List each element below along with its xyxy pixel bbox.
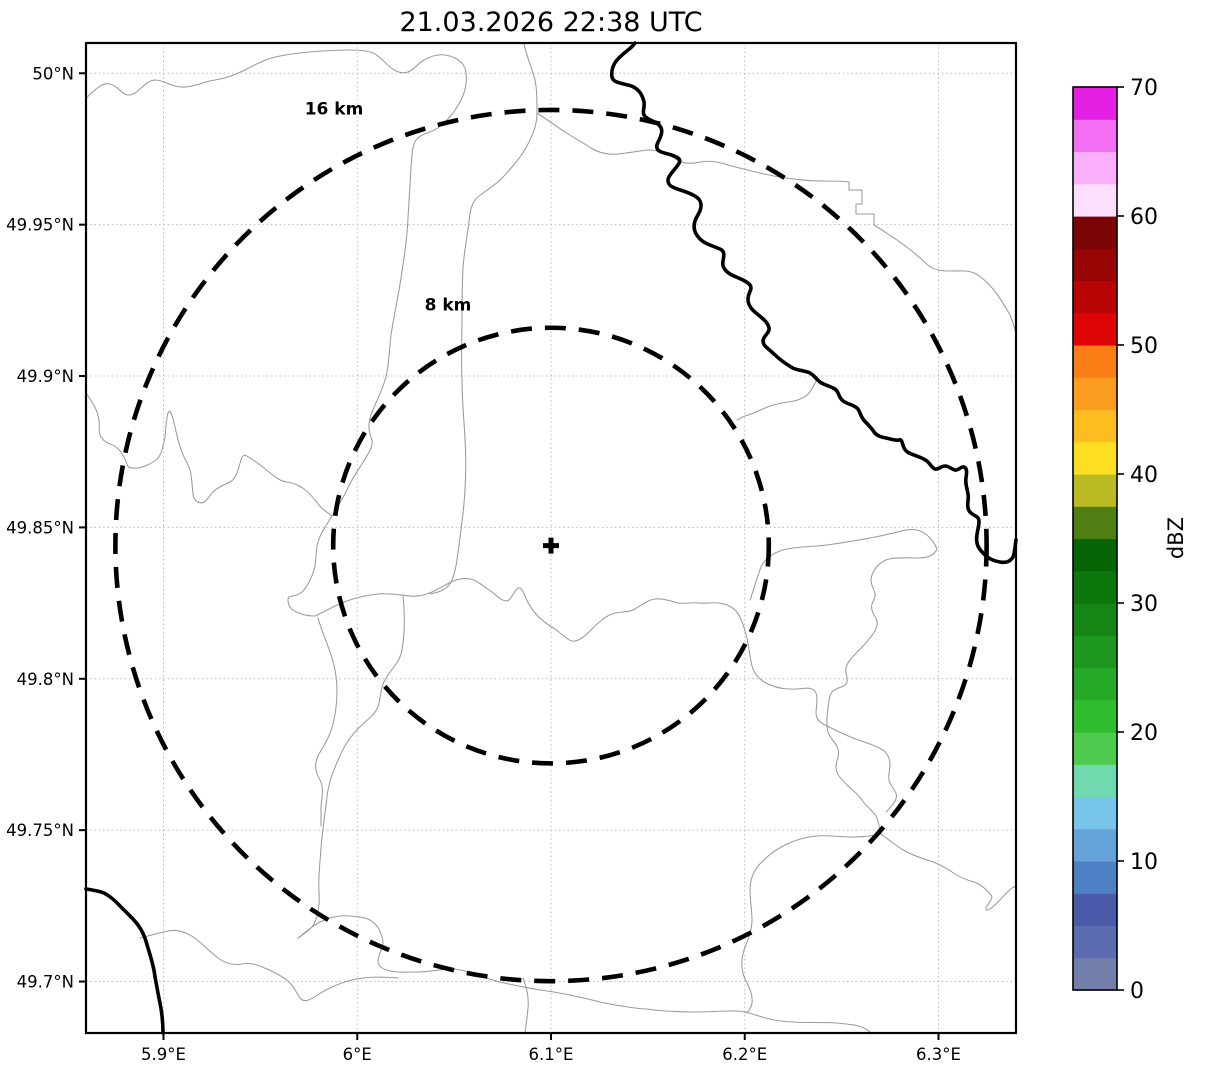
colorbar-segment (1073, 925, 1117, 959)
axis-tick-marks (79, 72, 940, 1040)
colorbar-segment (1073, 506, 1117, 540)
admin-boundary (139, 929, 399, 1002)
x-tick-label: 5.9°E (141, 1045, 186, 1064)
colorbar-segment (1073, 635, 1117, 669)
radar-site-marker (543, 537, 559, 554)
colorbar-tick-label: 60 (1130, 205, 1158, 230)
colorbar-segment (1073, 409, 1117, 443)
river-line (609, 41, 1018, 565)
admin-boundary (297, 915, 872, 1035)
colorbar-tick-label: 70 (1130, 76, 1158, 101)
colorbar-axis-label: dBZ (1164, 517, 1188, 559)
colorbar-segment (1073, 183, 1117, 217)
colorbar-segment (1073, 441, 1117, 475)
colorbar-border (1072, 86, 1118, 991)
colorbar-tick-label: 40 (1130, 463, 1158, 488)
range-ring-8km (330, 325, 772, 766)
colorbar-segment (1073, 119, 1117, 153)
colorbar-segment (1073, 603, 1117, 636)
admin-boundary (522, 977, 529, 1034)
y-tick-label: 49.8°N (17, 670, 74, 689)
admin-boundary (85, 392, 333, 517)
admin-boundary (85, 49, 466, 99)
colorbar-segment (1073, 764, 1117, 798)
colorbar-segment (1073, 796, 1117, 830)
colorbar-segment (1073, 957, 1117, 991)
colorbar-tick-label: 10 (1130, 850, 1158, 875)
x-tick-label: 6.3°E (916, 1045, 961, 1064)
colorbar-segment (1073, 538, 1117, 572)
colorbar-tick-label: 50 (1130, 334, 1158, 359)
colorbar-segment (1073, 280, 1117, 314)
colorbar: 0 10 20 30 40 50 60 70 (1072, 76, 1158, 1004)
colorbar-segment (1073, 699, 1117, 733)
admin-boundaries (85, 42, 1017, 1035)
range-ring-label-8km: 8 km (425, 296, 472, 316)
y-tick-label: 49.9°N (17, 367, 74, 386)
admin-boundary (429, 42, 538, 595)
colorbar-tick-label: 20 (1130, 721, 1158, 746)
colorbar-tick-label: 30 (1130, 592, 1158, 617)
x-tick-label: 6.1°E (529, 1045, 574, 1064)
colorbar-segment (1073, 893, 1117, 927)
y-tick-label: 49.75°N (6, 821, 74, 840)
colorbar-segment (1073, 828, 1117, 862)
y-tick-label: 49.95°N (6, 216, 74, 235)
colorbar-segment (1073, 570, 1117, 604)
colorbar-segment (1073, 312, 1117, 346)
range-ring-16km (113, 107, 989, 984)
admin-boundary (314, 577, 897, 813)
colorbar-segment (1073, 216, 1117, 249)
admin-boundary (287, 67, 467, 617)
admin-boundary (315, 617, 338, 827)
y-tick-label: 50°N (32, 64, 74, 83)
axis-tick-labels: 5.9°E 6°E 6.1°E 6.2°E 6.3°E 50°N 49.95°N 49.9°N… (6, 64, 961, 1064)
plot-border (84, 41, 1018, 1035)
colorbar-segment (1073, 87, 1117, 120)
colorbar-segment (1073, 861, 1117, 894)
range-ring-label-16km: 16 km (305, 100, 364, 120)
colorbar-segment (1073, 732, 1117, 765)
x-tick-label: 6°E (343, 1045, 372, 1064)
admin-boundary (736, 380, 817, 421)
admin-boundary (536, 112, 1017, 334)
river-border-line (84, 887, 165, 1035)
admin-boundary (880, 833, 1017, 911)
admin-boundary (741, 833, 882, 1014)
x-tick-label: 6.2°E (722, 1045, 767, 1064)
colorbar-segment (1073, 667, 1117, 701)
colorbar-segment (1073, 151, 1117, 185)
admin-boundary (749, 528, 938, 601)
colorbar-segment (1073, 377, 1117, 411)
figure-title: 21.03.2026 22:38 UTC (399, 7, 702, 38)
colorbar-segment (1073, 248, 1117, 282)
colorbar-tick-label: 0 (1130, 979, 1144, 1004)
rivers (84, 41, 1018, 1035)
admin-boundary (297, 595, 405, 939)
admin-boundary (826, 548, 938, 835)
y-tick-label: 49.85°N (6, 518, 74, 537)
colorbar-segment (1073, 345, 1117, 378)
colorbar-segment (1073, 474, 1117, 507)
range-rings: 8 km 16 km (113, 100, 989, 984)
y-tick-label: 49.7°N (17, 973, 74, 992)
